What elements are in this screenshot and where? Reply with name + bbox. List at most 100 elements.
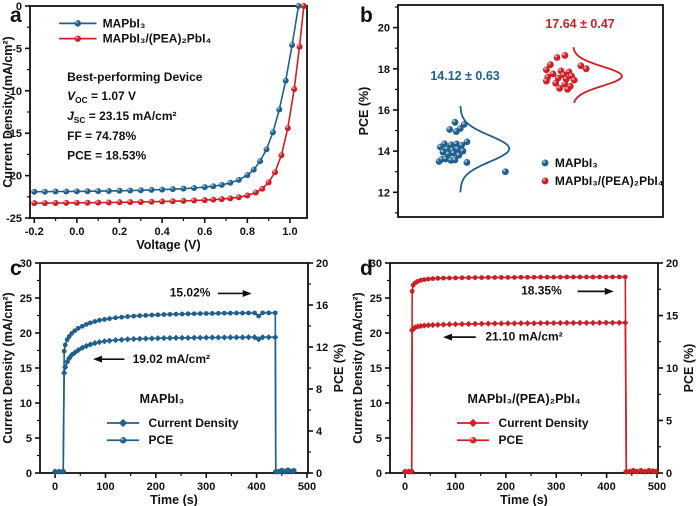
circle-marker — [92, 319, 98, 324]
marker-highlight — [75, 36, 79, 39]
y-tick-label: 25 — [20, 293, 32, 305]
right-axis-ticks: 0 4 8 12 16 20 — [308, 258, 328, 480]
diamond-marker — [124, 336, 131, 343]
circle-marker — [31, 200, 38, 207]
legend-label: Current Density — [499, 416, 589, 430]
legend-label: MAPbI₃ — [555, 156, 598, 170]
circle-marker — [63, 188, 70, 195]
circle-marker — [256, 313, 262, 319]
y-axis-label: Current Density (mA/cm²) — [1, 292, 15, 443]
circle-marker — [543, 66, 550, 74]
series-PCE — [52, 310, 297, 474]
y-tick-label: 0 — [376, 468, 382, 480]
y-tick-label: -20 — [6, 171, 22, 183]
diamond-marker — [96, 338, 103, 346]
diamond-marker — [142, 335, 149, 342]
diamond-marker — [485, 320, 492, 327]
marker-highlight — [557, 85, 560, 89]
circle-marker — [159, 186, 166, 193]
mean-label: 14.12 ± 0.63 — [430, 69, 499, 83]
diamond-marker — [245, 334, 252, 341]
y-tick-label: 18 — [378, 64, 390, 76]
diamond-marker — [557, 319, 564, 327]
y-tick-label: -10 — [6, 86, 22, 98]
y2-axis-label: PCE (%) — [332, 344, 346, 393]
circle-marker — [97, 317, 102, 323]
circle-marker — [240, 310, 245, 316]
circle-marker — [137, 313, 143, 319]
x-axis-label: Time (s) — [150, 493, 198, 506]
diamond-marker — [191, 334, 198, 341]
marker-highlight — [448, 157, 452, 161]
panel-c-plot: 0 100 200 300 400 500051015202530048121620Tim… — [1, 258, 346, 506]
legend-label: PCE — [499, 433, 524, 447]
marker-highlight — [260, 186, 263, 189]
y-tick-label: 20 — [378, 23, 390, 35]
circle-marker — [203, 311, 209, 316]
diamond-marker — [458, 320, 466, 328]
diamond-marker — [530, 320, 538, 327]
marker-highlight — [138, 199, 142, 203]
circle-marker — [646, 467, 652, 473]
diamond-marker — [265, 334, 272, 341]
diamond-marker — [91, 340, 99, 347]
x-tick-label: 200 — [497, 481, 515, 493]
diamond-marker — [62, 364, 69, 371]
circle-marker — [557, 274, 563, 280]
marker-highlight — [296, 3, 299, 7]
marker-highlight — [63, 200, 67, 204]
circle-marker — [235, 194, 242, 201]
panel-a: a -0.2 0.0 0.2 0.4 0.6 0.8 1.0 0 -5 -10 -15 -20 -25 V… — [0, 0, 350, 253]
diamond-marker — [468, 418, 478, 428]
x-tick-label: 400 — [597, 481, 615, 493]
circle-marker — [113, 315, 118, 321]
circle-marker — [263, 146, 270, 153]
circle-marker — [234, 310, 239, 316]
marker-highlight — [95, 200, 99, 203]
circle-marker — [201, 184, 208, 191]
circle-marker — [244, 192, 251, 199]
circle-marker — [41, 188, 48, 195]
marker-highlight — [85, 200, 88, 203]
circle-marker — [544, 274, 550, 280]
diamond-marker — [227, 334, 234, 341]
y2-tick-label: 5 — [666, 416, 672, 428]
marker-highlight — [74, 200, 78, 203]
marker-highlight — [159, 187, 163, 190]
circle-marker — [127, 187, 134, 194]
y-tick-label: 10 — [370, 398, 382, 410]
circle-marker — [84, 188, 91, 195]
circle-marker — [131, 313, 137, 319]
circle-marker — [73, 188, 80, 195]
annotation-arrow — [217, 289, 252, 297]
marker-highlight — [461, 121, 465, 125]
annotation: VOC = 1.07 V — [67, 89, 136, 105]
x-tick-label: 0.2 — [112, 226, 127, 238]
x-tick-label: 1.0 — [282, 226, 297, 238]
y2-tick-label: 12 — [316, 342, 328, 354]
marker-highlight — [562, 81, 566, 85]
diamond-marker — [106, 337, 113, 344]
y2-tick-label: 20 — [666, 258, 678, 270]
circle-marker — [56, 469, 62, 474]
marker-highlight — [236, 194, 240, 198]
distribution-curve — [459, 105, 511, 193]
circle-marker — [485, 275, 491, 280]
marker-highlight — [277, 107, 280, 110]
diamond-marker — [112, 337, 119, 344]
panel-label-c: c — [10, 257, 22, 280]
circle-marker — [597, 274, 602, 280]
marker-highlight — [75, 20, 79, 24]
circle-marker — [210, 196, 217, 203]
marker-highlight — [562, 52, 566, 56]
bottom-axis-ticks: 0 100 200 300 400 500 — [402, 473, 666, 493]
circle-marker — [191, 197, 198, 204]
circle-marker — [459, 275, 465, 281]
circle-marker — [469, 437, 477, 444]
circle-marker — [553, 54, 561, 61]
circle-marker — [215, 310, 221, 316]
diamond-marker — [148, 335, 155, 342]
marker-highlight — [117, 188, 120, 191]
y-tick-label: 20 — [20, 328, 32, 340]
circle-marker — [179, 311, 185, 317]
